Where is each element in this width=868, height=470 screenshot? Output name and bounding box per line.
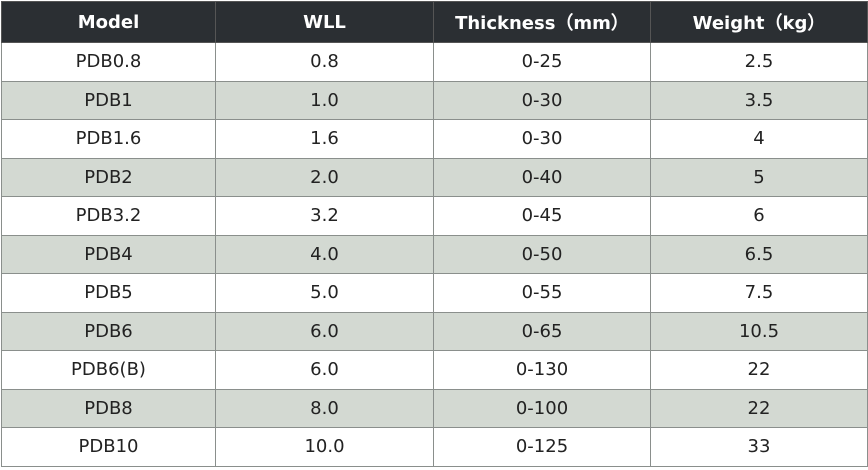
- table-cell: 4: [650, 119, 868, 159]
- table-row: PDB2 2.0 0-40 5: [1, 157, 868, 197]
- table-cell: 2.5: [650, 42, 868, 82]
- table-cell: PDB8: [1, 388, 216, 428]
- table-cell: 1.0: [215, 80, 434, 120]
- table-cell: PDB5: [1, 273, 216, 313]
- table-row: PDB0.8 0.8 0-25 2.5: [1, 42, 868, 82]
- table-cell: PDB6(B): [1, 350, 216, 390]
- table-cell: 6: [650, 196, 868, 236]
- table-cell: 0-65: [433, 311, 651, 351]
- table-cell: 1.6: [215, 119, 434, 159]
- table-cell: 10.0: [215, 427, 434, 467]
- table-row: PDB5 5.0 0-55 7.5: [1, 273, 868, 313]
- table-row: PDB6(B) 6.0 0-130 22: [1, 350, 868, 390]
- header-row: Model WLL Thickness（mm） Weight（kg）: [1, 1, 868, 43]
- table-cell: 0-55: [433, 273, 651, 313]
- table-cell: 0-45: [433, 196, 651, 236]
- table-cell: 0-130: [433, 350, 651, 390]
- table-cell: 22: [650, 350, 868, 390]
- header-cell: WLL: [215, 1, 434, 43]
- table-cell: 33: [650, 427, 868, 467]
- table-cell: 4.0: [215, 234, 434, 274]
- header-cell: Weight（kg）: [650, 1, 868, 43]
- table-cell: 0-40: [433, 157, 651, 197]
- table-cell: 10.5: [650, 311, 868, 351]
- table-row: PDB4 4.0 0-50 6.5: [1, 234, 868, 274]
- table-row: PDB1.6 1.6 0-30 4: [1, 119, 868, 159]
- table-cell: 6.0: [215, 350, 434, 390]
- table-row: PDB1 1.0 0-30 3.5: [1, 80, 868, 120]
- table-cell: 22: [650, 388, 868, 428]
- table-cell: PDB4: [1, 234, 216, 274]
- table-header: Model WLL Thickness（mm） Weight（kg）: [1, 1, 868, 43]
- table-cell: 0-50: [433, 234, 651, 274]
- table-cell: PDB2: [1, 157, 216, 197]
- table-cell: 5.0: [215, 273, 434, 313]
- table-cell: 0-125: [433, 427, 651, 467]
- table-body: PDB0.8 0.8 0-25 2.5 PDB1 1.0 0-30 3.5 PDB1.6 1.6 0…: [1, 42, 868, 467]
- table-cell: 6.0: [215, 311, 434, 351]
- table-cell: PDB3.2: [1, 196, 216, 236]
- table-cell: 8.0: [215, 388, 434, 428]
- table-cell: 0.8: [215, 42, 434, 82]
- table-cell: 6.5: [650, 234, 868, 274]
- table-cell: 3.2: [215, 196, 434, 236]
- table-row: PDB8 8.0 0-100 22: [1, 388, 868, 428]
- table-cell: 0-30: [433, 119, 651, 159]
- table-cell: PDB10: [1, 427, 216, 467]
- table-row: PDB3.2 3.2 0-45 6: [1, 196, 868, 236]
- table-cell: 0-100: [433, 388, 651, 428]
- table-cell: 2.0: [215, 157, 434, 197]
- table-cell: 7.5: [650, 273, 868, 313]
- table-row: PDB6 6.0 0-65 10.5: [1, 311, 868, 351]
- table-cell: 5: [650, 157, 868, 197]
- table-cell: PDB0.8: [1, 42, 216, 82]
- header-cell: Thickness（mm）: [433, 1, 651, 43]
- table-cell: 3.5: [650, 80, 868, 120]
- table-cell: PDB1: [1, 80, 216, 120]
- table-row: PDB10 10.0 0-125 33: [1, 427, 868, 467]
- table-cell: PDB1.6: [1, 119, 216, 159]
- table-cell: 0-30: [433, 80, 651, 120]
- table-cell: 0-25: [433, 42, 651, 82]
- header-cell: Model: [1, 1, 216, 43]
- table-cell: PDB6: [1, 311, 216, 351]
